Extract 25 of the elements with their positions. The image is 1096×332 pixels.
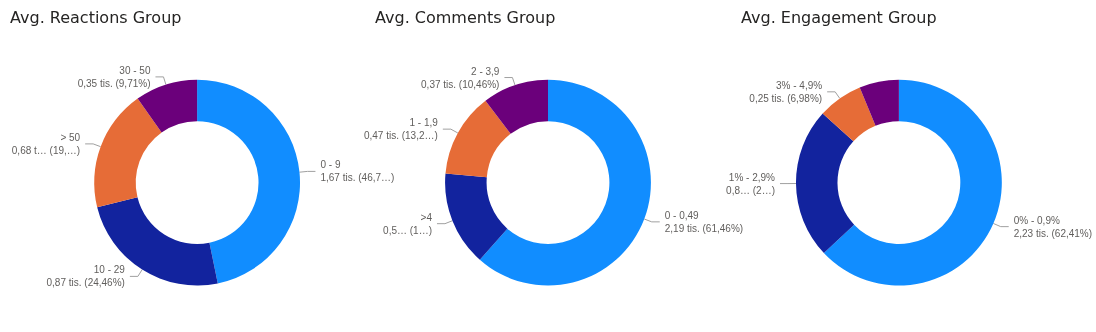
slice-label: 2 - 3,9 [471,65,500,77]
slice-label: > 50 [60,131,81,143]
data-label: 0,25 tis. (6,98%) [749,92,823,104]
slice-label: 0 - 0,49 [664,209,700,221]
data-label: 2,19 tis. (61,46%) [664,222,744,234]
slice-label: 0 - 9 [320,159,341,171]
data-label: 0,68 t… (19,…) [11,144,81,156]
data-label: 0,8… (2…) [726,184,775,196]
slice-label: 1% - 2,9% [728,171,776,183]
data-label: 0,87 tis. (24,46%) [46,277,125,289]
chart-title: Avg. Comments Group [375,7,556,27]
data-label: 0,37 tis. (10,46%) [421,78,500,90]
data-label: 1,67 tis. (46,7…) [320,172,395,184]
chart-title: Avg. Reactions Group [10,7,182,27]
slice-label: 10 - 29 [93,264,126,276]
slice-label: >4 [420,211,433,223]
slice-label: 3% - 4,9% [776,79,823,91]
data-label: 0,5… (1…) [383,224,432,236]
slice-label: 1 - 1,9 [409,117,439,129]
data-label: 0,47 tis. (13,2…) [363,130,438,142]
data-label: 2,23 tis. (62,41%) [1013,227,1093,239]
slice-label: 30 - 50 [119,64,151,76]
chart-title: Avg. Engagement Group [741,7,937,27]
data-label: 0,35 tis. (9,71%) [77,77,151,89]
slice-label: 0% - 0,9% [1013,214,1060,226]
